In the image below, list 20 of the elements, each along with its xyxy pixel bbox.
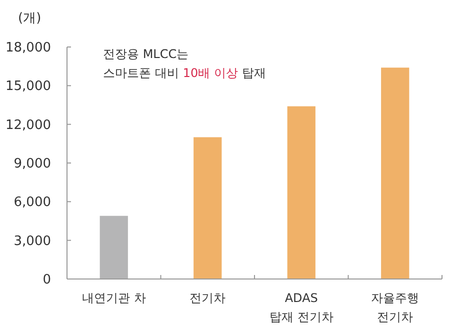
bar <box>381 68 410 279</box>
annotation: 전장용 MLCC는 <box>103 47 189 61</box>
x-tick-label: ADAS 탑재 전기차 <box>269 291 334 324</box>
y-axis-title: (개) <box>18 11 42 26</box>
y-tick-label: 3,000 <box>14 234 51 249</box>
annotation: 10배 이상 <box>182 66 238 80</box>
annotation: 스마트폰 대비 <box>103 66 179 80</box>
y-tick-label: 9,000 <box>14 156 51 172</box>
x-tick-label: 내연기관 차 <box>82 291 146 305</box>
y-tick-label: 6,000 <box>14 195 51 210</box>
bar <box>287 106 316 279</box>
y-tick-label: 0 <box>42 272 51 288</box>
x-tick-label: 자율주행 전기차 <box>371 291 420 324</box>
y-tick-label: 15,000 <box>6 79 51 94</box>
y-tick-label: 18,000 <box>6 40 51 56</box>
annotation: 탑재 <box>242 66 266 80</box>
x-tick-label: 전기차 <box>190 291 226 305</box>
bar <box>100 216 128 279</box>
y-tick-label: 12,000 <box>6 118 51 133</box>
bar <box>194 137 222 279</box>
